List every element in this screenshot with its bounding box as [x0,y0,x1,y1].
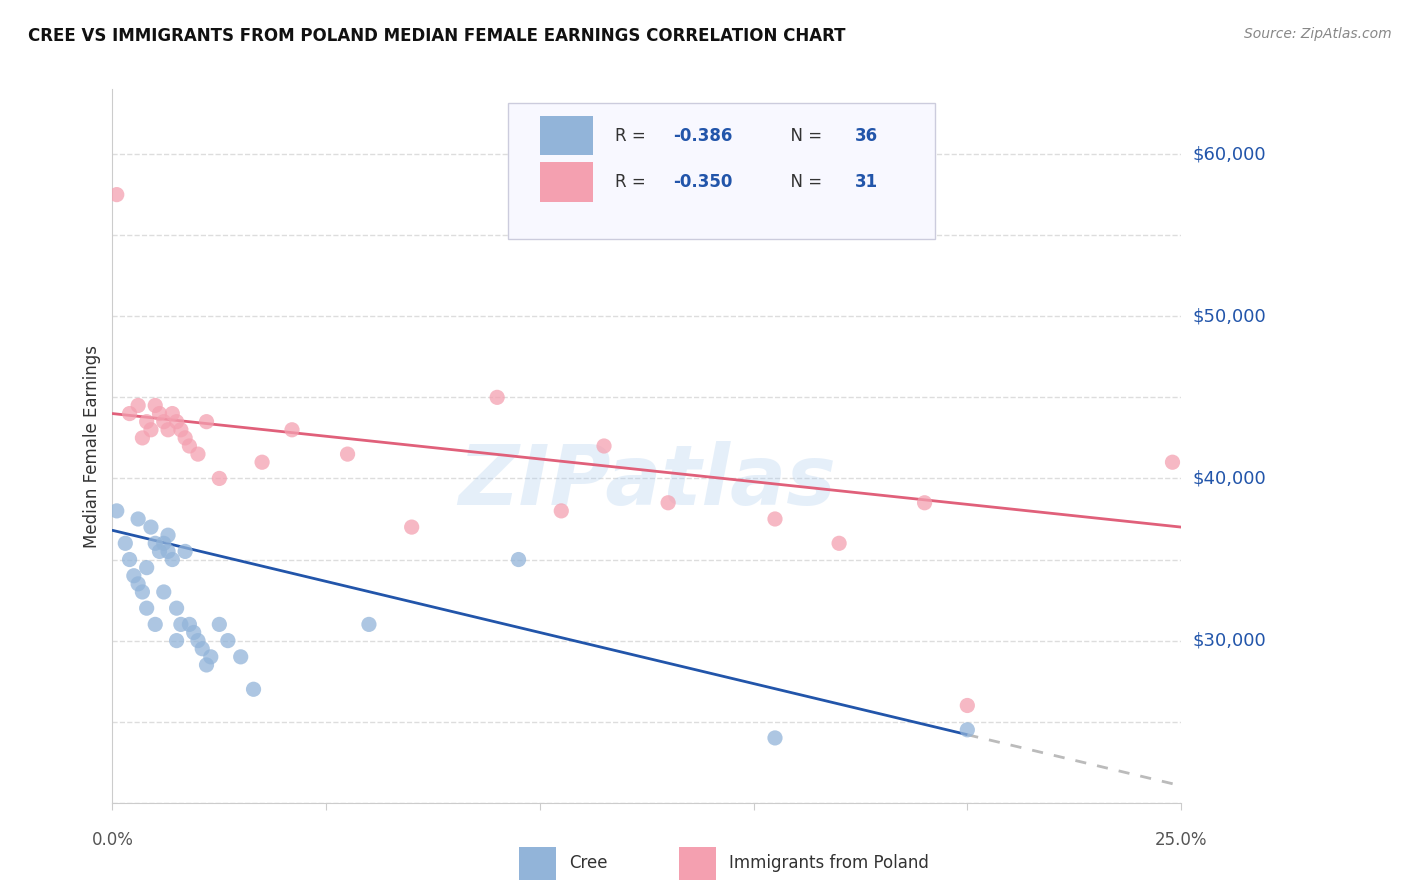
Text: 36: 36 [855,127,879,145]
Point [208,617,231,632]
Point [152,536,174,550]
FancyBboxPatch shape [540,162,593,202]
Point [135,601,157,615]
Point [157,423,180,437]
Point [486,390,509,404]
Text: 0.0%: 0.0% [91,830,134,848]
Point [179,439,201,453]
Text: Immigrants from Poland: Immigrants from Poland [730,855,929,872]
FancyBboxPatch shape [679,847,716,880]
Point [148,407,170,421]
Point [122,568,145,582]
Point [143,536,166,550]
Point [1161,455,1184,469]
Point [593,439,616,453]
Text: N =: N = [780,127,828,145]
Point [143,617,166,632]
Point [187,633,209,648]
Point [157,544,180,558]
Point [195,415,218,429]
Text: -0.386: -0.386 [673,127,733,145]
Point [217,633,239,648]
Text: R =: R = [614,127,651,145]
Point [135,560,157,574]
Point [152,585,174,599]
Point [763,512,786,526]
Point [183,625,205,640]
Point [187,447,209,461]
Point [250,455,273,469]
Point [195,657,218,672]
Point [914,496,936,510]
Text: 31: 31 [855,173,879,191]
Point [105,504,128,518]
Point [956,723,979,737]
Point [229,649,252,664]
Point [336,447,359,461]
Point [401,520,423,534]
Text: $60,000: $60,000 [1192,145,1265,163]
Point [763,731,786,745]
Text: CREE VS IMMIGRANTS FROM POLAND MEDIAN FEMALE EARNINGS CORRELATION CHART: CREE VS IMMIGRANTS FROM POLAND MEDIAN FE… [28,27,845,45]
Point [179,617,201,632]
FancyBboxPatch shape [508,103,935,239]
Text: R =: R = [614,173,651,191]
Point [200,649,222,664]
Text: Source: ZipAtlas.com: Source: ZipAtlas.com [1244,27,1392,41]
Text: N =: N = [780,173,828,191]
Point [127,577,149,591]
Point [118,552,141,566]
FancyBboxPatch shape [519,847,555,880]
Point [131,431,153,445]
Point [127,512,149,526]
Point [105,187,128,202]
Point [148,544,170,558]
Point [166,415,188,429]
Point [508,552,530,566]
Text: $30,000: $30,000 [1192,632,1265,649]
Point [208,471,231,485]
Point [828,536,851,550]
Point [242,682,264,697]
Point [127,399,149,413]
Y-axis label: Median Female Earnings: Median Female Earnings [83,344,101,548]
Point [131,585,153,599]
Point [118,407,141,421]
Point [191,641,214,656]
Point [174,431,197,445]
Point [956,698,979,713]
Text: 25.0%: 25.0% [1154,830,1208,848]
Point [281,423,304,437]
Point [157,528,180,542]
Point [357,617,380,632]
Point [143,399,166,413]
Point [170,423,193,437]
Point [139,423,162,437]
Point [550,504,572,518]
Point [657,496,679,510]
Point [139,520,162,534]
Point [170,617,193,632]
Text: $50,000: $50,000 [1192,307,1265,326]
Point [162,552,184,566]
FancyBboxPatch shape [540,116,593,155]
Text: ZIPatlas: ZIPatlas [458,442,835,522]
Point [166,601,188,615]
Text: Cree: Cree [569,855,607,872]
Point [135,415,157,429]
Point [174,544,197,558]
Point [162,407,184,421]
Text: -0.350: -0.350 [673,173,733,191]
Text: $40,000: $40,000 [1192,469,1265,487]
Point [152,415,174,429]
Point [166,633,188,648]
Point [114,536,136,550]
